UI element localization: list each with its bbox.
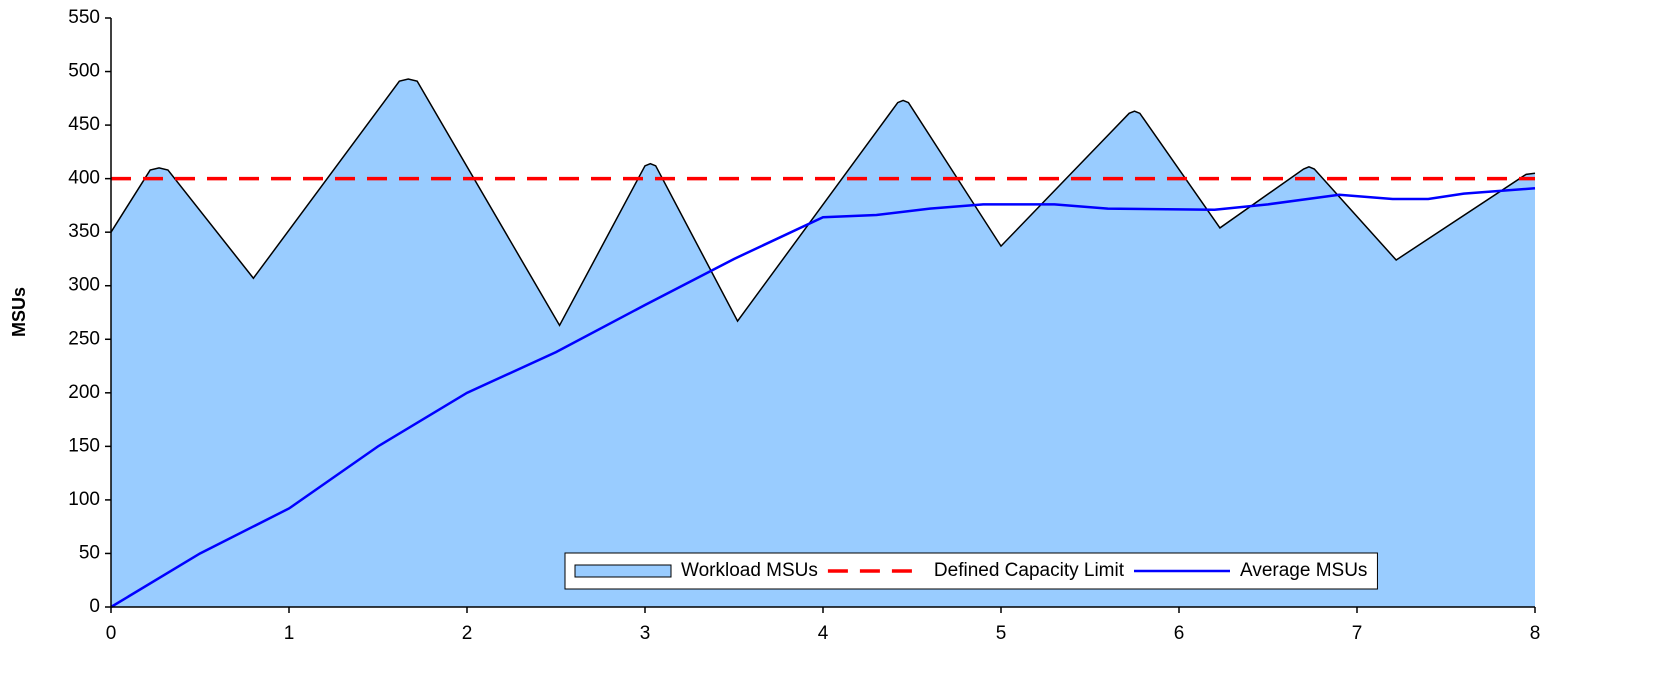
x-tick-label: 8 <box>1530 623 1541 644</box>
x-tick-label: 7 <box>1352 623 1363 644</box>
y-tick-label: 100 <box>68 489 100 510</box>
y-tick-label: 300 <box>68 275 100 296</box>
y-tick-label: 500 <box>68 61 100 82</box>
legend-label: Average MSUs <box>1240 560 1367 581</box>
area <box>111 79 1535 608</box>
x-tick-label: 2 <box>462 623 473 644</box>
x-tick-label: 1 <box>284 623 295 644</box>
legend-label: Workload MSUs <box>681 560 818 581</box>
y-tick-label: 200 <box>68 382 100 403</box>
y-tick-label: 400 <box>68 168 100 189</box>
y-tick-label: 150 <box>68 435 100 456</box>
area-edge <box>110 78 1536 327</box>
y-tick-label: 450 <box>68 114 100 135</box>
legend: Workload MSUs Defined Capacity Limit Avera… <box>564 552 1378 590</box>
legend-box <box>564 552 1378 590</box>
y-tick-label: 50 <box>79 542 100 563</box>
y-tick-label: 250 <box>68 328 100 349</box>
y-axis-label: MSUs <box>9 287 29 337</box>
x-tick-label: 4 <box>818 623 829 644</box>
y-tick-label: 0 <box>89 596 100 617</box>
y-tick-label: 550 <box>68 7 100 28</box>
x-tick-label: 3 <box>640 623 651 644</box>
x-tick-label: 6 <box>1174 623 1185 644</box>
y-tick-label: 350 <box>68 221 100 242</box>
legend-swatch <box>574 564 672 578</box>
x-tick-label: 5 <box>996 623 1007 644</box>
legend-label: Defined Capacity Limit <box>934 560 1125 581</box>
line <box>110 187 1536 609</box>
x-tick-label: 0 <box>106 623 117 644</box>
